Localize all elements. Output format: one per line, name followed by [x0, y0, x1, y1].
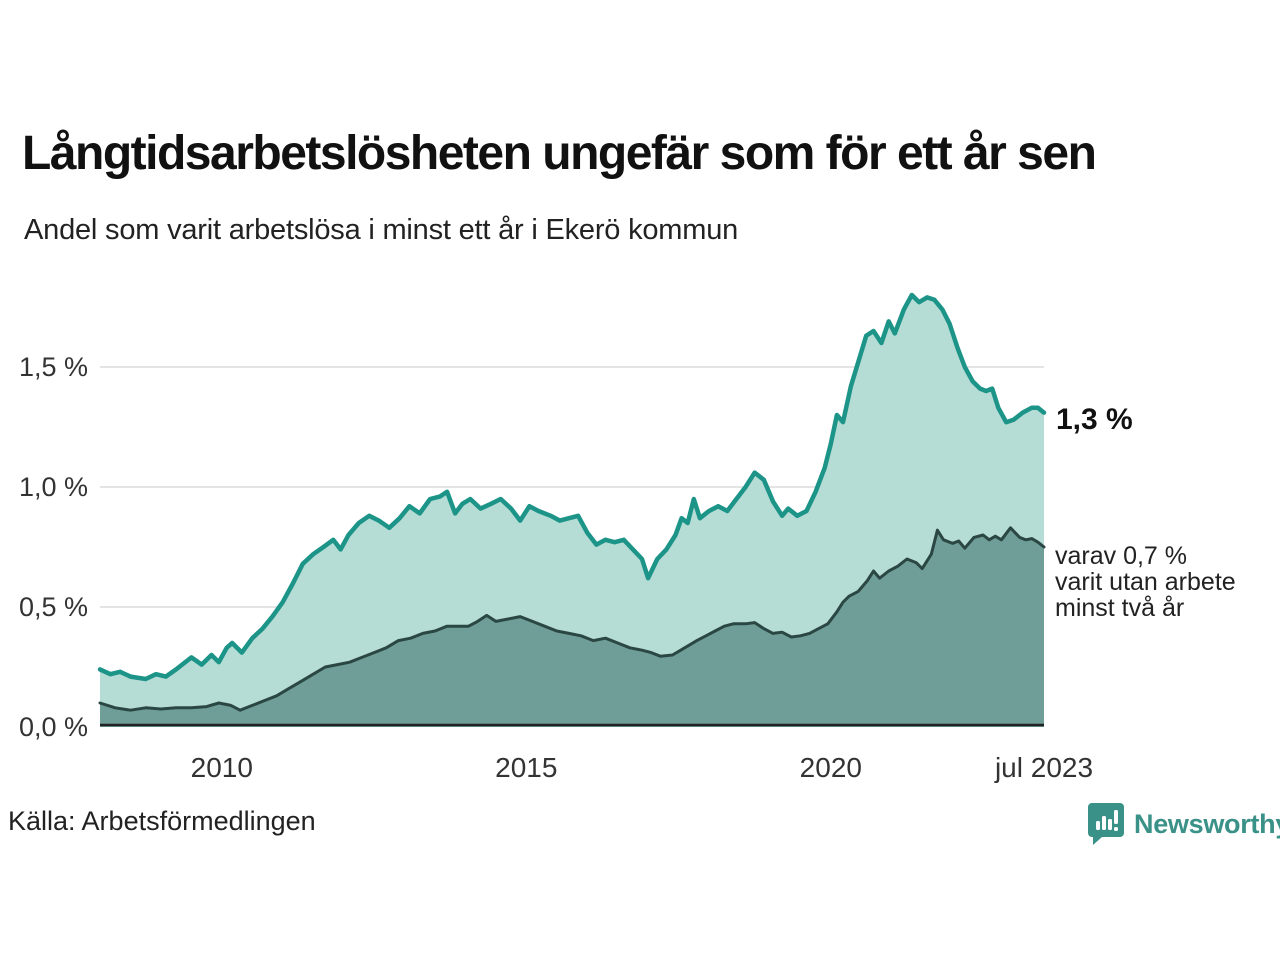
y-axis-tick-label: 0,0 %: [18, 712, 88, 742]
secondary-value-line3: minst två år: [1055, 594, 1185, 622]
x-axis-tick-label: 2020: [799, 752, 862, 783]
x-axis-tick-label: 2010: [190, 752, 253, 783]
secondary-value-label: varav 0,7 % varit utan arbete minst två …: [1055, 543, 1236, 621]
y-axis-tick-label: 1,0 %: [18, 472, 88, 502]
secondary-value-line2: varit utan arbete: [1055, 568, 1236, 596]
y-axis-tick-label: 0,5 %: [18, 592, 88, 622]
series-area-minst-ett-ar: [100, 295, 1044, 727]
series-line-minst-ett-ar: [97, 292, 1047, 682]
newsworthy-logo-icon: [1088, 803, 1124, 845]
series-area-minst-tva-ar: [100, 527, 1044, 727]
secondary-value-line1: varav 0,7 %: [1055, 542, 1188, 570]
source-caption: Källa: Arbetsförmedlingen: [8, 806, 316, 836]
series-line-minst-tva-ar: [98, 526, 1046, 712]
y-axis-tick-label: 1,5 %: [18, 352, 88, 382]
newsworthy-brand: Newsworthy: [1088, 802, 1280, 846]
newsworthy-wordmark: Newsworthy: [1134, 808, 1280, 839]
latest-value-label: 1,3 %: [1056, 403, 1133, 436]
x-axis-tick-label: 2015: [495, 752, 558, 783]
page-title: Långtidsarbetslösheten ungefär som för e…: [22, 127, 1097, 180]
x-axis-tick-label: jul 2023: [994, 752, 1094, 783]
chart-subtitle: Andel som varit arbetslösa i minst ett å…: [24, 214, 739, 246]
